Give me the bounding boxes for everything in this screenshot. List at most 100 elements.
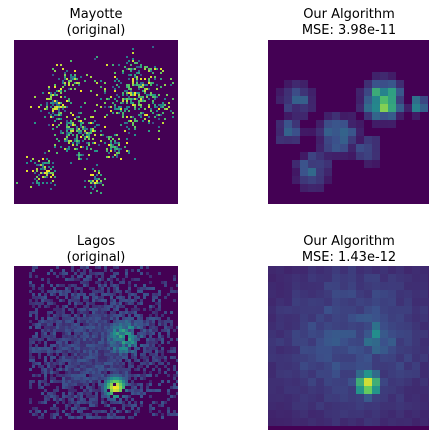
heatmap-cell <box>42 162 44 164</box>
heatmap-cell <box>146 374 149 377</box>
heatmap-cell <box>62 350 65 353</box>
heatmap-cell <box>134 126 136 128</box>
heatmap-cell <box>128 311 131 314</box>
heatmap-cell <box>122 353 125 356</box>
heatmap-cell <box>132 102 134 104</box>
heatmap-cell <box>132 48 134 50</box>
heatmap-cell <box>134 308 137 311</box>
heatmap-cell <box>84 186 86 188</box>
heatmap-cell <box>107 416 110 419</box>
heatmap-cell <box>114 90 116 92</box>
heatmap-cell <box>142 100 144 102</box>
heatmap-cell <box>162 102 164 104</box>
heatmap-cell <box>110 278 113 281</box>
heatmap-cell <box>74 302 77 305</box>
heatmap-cell <box>176 359 178 362</box>
heatmap-cell <box>113 395 116 398</box>
heatmap-cell <box>62 80 64 82</box>
heatmap-cell <box>94 150 96 152</box>
heatmap-cell <box>68 132 70 134</box>
heatmap-cell <box>42 92 44 94</box>
heatmap-cell <box>68 146 70 148</box>
heatmap-cell <box>80 344 83 347</box>
heatmap-cell <box>143 326 146 329</box>
heatmap-cell <box>110 365 113 368</box>
heatmap-cell <box>89 389 92 392</box>
heatmap-cell <box>316 410 324 418</box>
heatmap-cell <box>412 402 420 410</box>
heatmap-cell <box>356 402 364 410</box>
heatmap-cell <box>101 317 104 320</box>
heatmap-cell <box>62 293 65 296</box>
heatmap-cell <box>158 305 161 308</box>
heatmap-cell <box>32 182 34 184</box>
heatmap-cell <box>95 401 98 404</box>
heatmap-cell <box>62 377 65 380</box>
heatmap-cell <box>113 332 116 335</box>
heatmap-lagos-original <box>14 266 178 430</box>
heatmap-cell <box>84 118 86 120</box>
heatmap-cell <box>95 347 98 350</box>
heatmap-cell <box>58 78 60 80</box>
heatmap-cell <box>86 341 89 344</box>
heatmap-cell <box>71 407 74 410</box>
heatmap-cell <box>412 410 420 418</box>
heatmap-cell <box>64 106 66 108</box>
heatmap-cell <box>122 281 125 284</box>
heatmap-cell <box>116 377 119 380</box>
heatmap-cell <box>324 128 332 136</box>
heatmap-cell <box>292 290 300 298</box>
heatmap-cell <box>292 168 300 176</box>
heatmap-cell <box>44 320 47 323</box>
heatmap-cell <box>268 298 276 306</box>
heatmap-cell <box>131 350 134 353</box>
heatmap-cell <box>388 282 396 290</box>
heatmap-cell <box>140 365 143 368</box>
heatmap-cell <box>68 365 71 368</box>
heatmap-cell <box>136 82 138 84</box>
heatmap-cell <box>83 392 86 395</box>
heatmap-cell <box>149 371 152 374</box>
heatmap-cell <box>62 380 65 383</box>
heatmap-cell <box>52 100 54 102</box>
heatmap-cell <box>161 413 164 416</box>
heatmap-cell <box>372 88 380 96</box>
heatmap-cell <box>104 92 106 94</box>
heatmap-cell <box>50 362 53 365</box>
heatmap-cell <box>146 359 149 362</box>
heatmap-cell <box>364 418 372 426</box>
heatmap-cell <box>348 338 356 346</box>
heatmap-cell <box>104 374 107 377</box>
heatmap-cell <box>137 290 140 293</box>
heatmap-cell <box>74 395 77 398</box>
heatmap-cell <box>164 320 167 323</box>
heatmap-cell <box>86 299 89 302</box>
heatmap-cell <box>122 386 125 389</box>
heatmap-cell <box>161 281 164 284</box>
heatmap-cell <box>95 368 98 371</box>
heatmap-cell <box>41 296 44 299</box>
heatmap-cell <box>84 132 86 134</box>
panel-title-mayotte-original: Mayotte (original) <box>67 7 126 39</box>
heatmap-cell <box>98 368 101 371</box>
heatmap-cell <box>412 104 420 112</box>
heatmap-cell <box>356 338 364 346</box>
heatmap-cell <box>300 160 308 168</box>
heatmap-cell <box>300 152 308 160</box>
heatmap-cell <box>54 144 56 146</box>
heatmap-cell <box>56 317 59 320</box>
heatmap-cell <box>356 88 364 96</box>
heatmap-cell <box>92 138 94 140</box>
heatmap-cell <box>89 368 92 371</box>
heatmap-cell <box>46 104 48 106</box>
heatmap-cell <box>137 335 140 338</box>
heatmap-cell <box>149 407 152 410</box>
heatmap-cell <box>276 394 284 402</box>
heatmap-cell <box>119 362 122 365</box>
heatmap-cell <box>388 274 396 282</box>
heatmap-cell <box>46 176 48 178</box>
heatmap-cell <box>110 332 113 335</box>
heatmap-cell <box>119 410 122 413</box>
heatmap-cell <box>53 317 56 320</box>
heatmap-cell <box>96 178 98 180</box>
